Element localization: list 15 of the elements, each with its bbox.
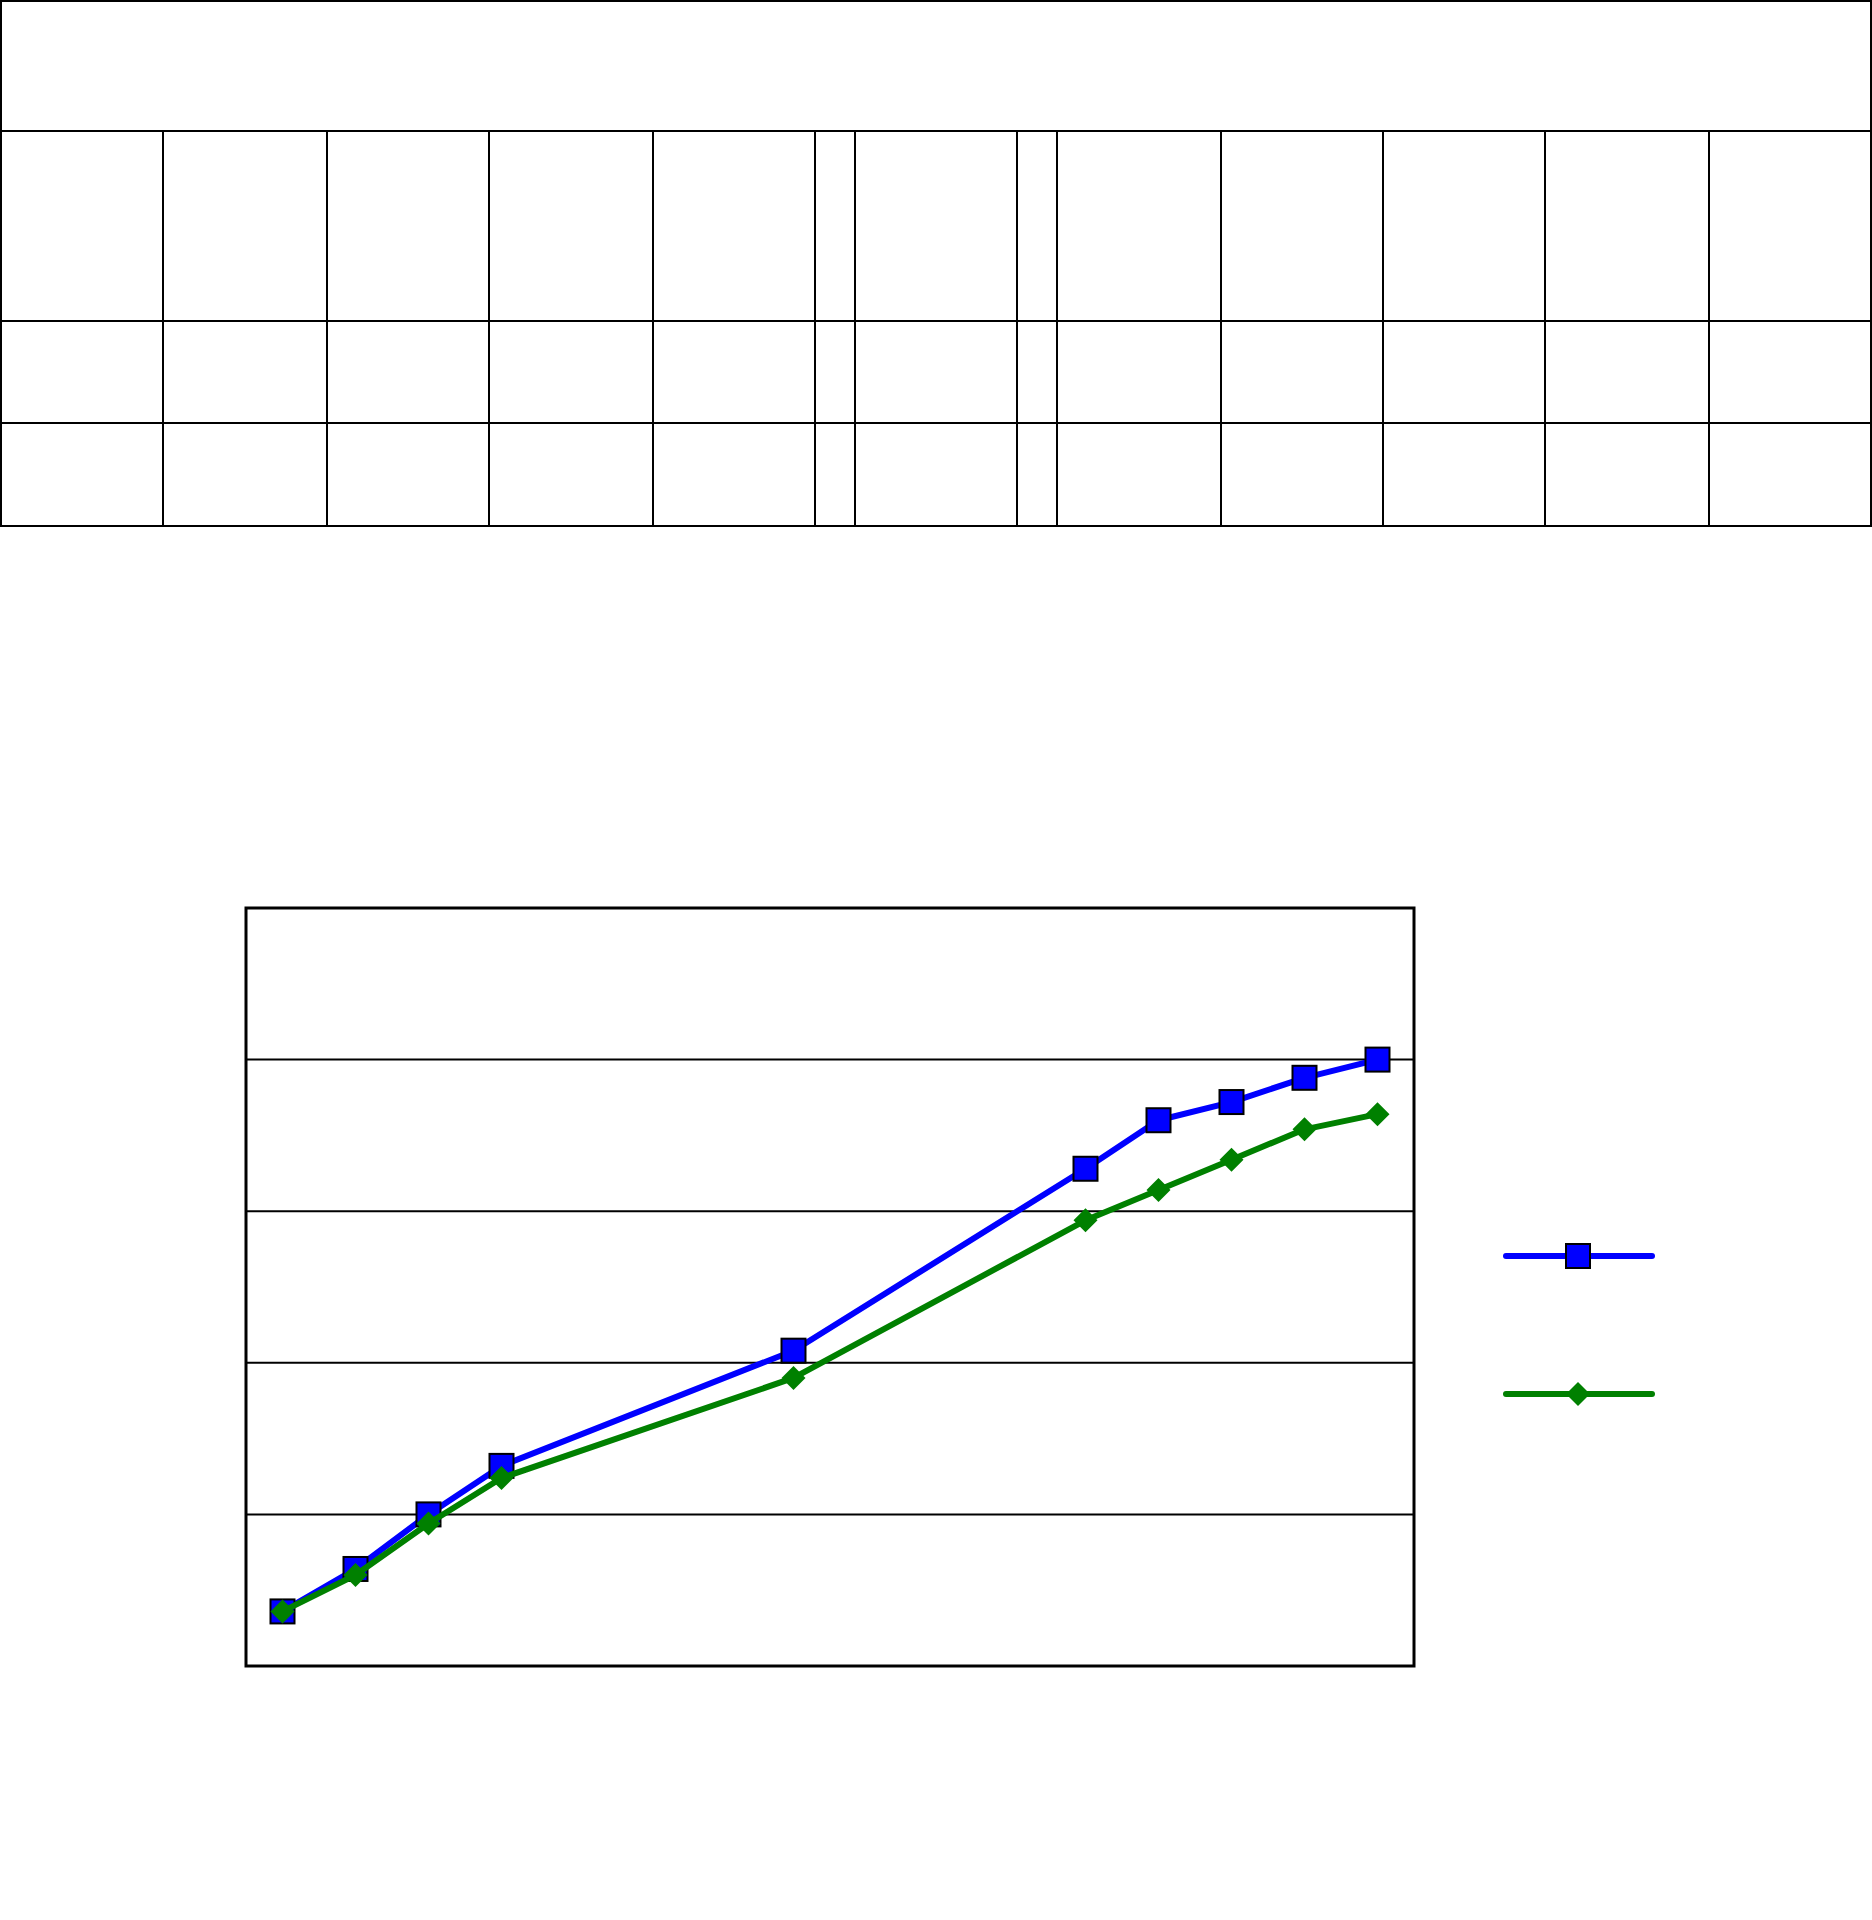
point — [1072, 1155, 1099, 1182]
point — [780, 1337, 807, 1364]
point — [1145, 1107, 1172, 1134]
point — [1218, 1089, 1245, 1116]
point — [1364, 1046, 1391, 1073]
point — [416, 1511, 441, 1536]
point — [1291, 1064, 1318, 1091]
point — [1292, 1117, 1317, 1142]
point — [343, 1563, 368, 1588]
point — [1073, 1208, 1098, 1233]
point — [781, 1365, 806, 1390]
point — [1365, 1102, 1390, 1127]
point — [1146, 1177, 1171, 1202]
point — [1219, 1147, 1244, 1172]
point — [489, 1466, 514, 1491]
